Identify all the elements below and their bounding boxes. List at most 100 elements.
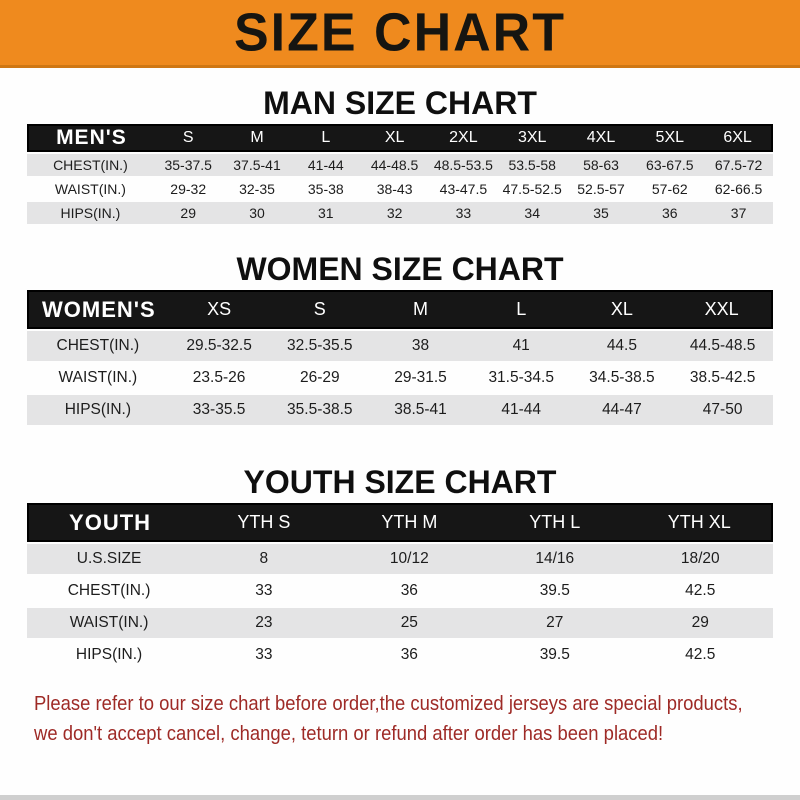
size-value-cell: 32 [360, 202, 429, 224]
size-value-cell: 44-48.5 [360, 154, 429, 176]
size-value-cell: 10/12 [336, 544, 483, 574]
size-column-header: XXL [672, 290, 773, 329]
size-column-header: YTH XL [627, 503, 773, 542]
size-column-header: YTH M [336, 503, 483, 542]
size-value-cell: 33 [429, 202, 498, 224]
size-column-header: YTH L [482, 503, 628, 542]
measurement-row: HIPS(IN.) 33 36 39.5 42.5 [27, 640, 773, 670]
row-label: CHEST(IN.) [27, 331, 169, 361]
size-value-cell: 37.5-41 [222, 154, 292, 176]
measurement-row: CHEST(IN.) 29.5-32.5 32.5-35.5 38 41 44.5 44.5… [27, 331, 773, 361]
youth-section-heading: YOUTH SIZE CHART [243, 464, 557, 500]
measurement-row: WAIST(IN.) 23.5-26 26-29 29-31.5 31.5-34.5 34… [27, 363, 773, 393]
bottom-edge-strip [0, 795, 800, 800]
size-value-cell: 37 [704, 202, 773, 224]
size-value-cell: 63-67.5 [635, 154, 705, 176]
row-label: CHEST(IN.) [27, 154, 154, 176]
size-value-cell: 62-66.5 [714, 181, 763, 197]
row-label: WAIST(IN.) [58, 369, 138, 386]
banner-title: SIZE CHART [234, 2, 566, 63]
size-column-header: XL [360, 124, 429, 152]
table-title-cell: YOUTH [27, 503, 192, 542]
table-title-cell: WOMEN'S [27, 290, 169, 329]
size-value-cell: 67.5-72 [704, 154, 773, 176]
man-section-heading: MAN SIZE CHART [263, 85, 537, 121]
size-value-cell: 25 [336, 608, 483, 638]
size-value-cell: 41 [470, 331, 572, 361]
size-value-cell: 27 [482, 608, 628, 638]
size-value-cell: 29.5-32.5 [168, 331, 270, 361]
row-label: U.S.SIZE [27, 544, 192, 574]
size-value-cell: 36 [400, 582, 418, 599]
size-table-header-row: WOMEN'S XS S M L XL XXL [27, 290, 773, 329]
row-label: HIPS(IN.) [75, 646, 143, 663]
size-value-cell: 34 [497, 202, 567, 224]
size-column-header: M [370, 290, 471, 329]
size-value-cell: 58-63 [566, 154, 636, 176]
size-value-cell: 47.5-52.5 [502, 181, 562, 197]
size-value-cell: 29-31.5 [394, 369, 447, 386]
size-value-cell: 35 [566, 202, 636, 224]
measurement-row: CHEST(IN.) 35-37.5 37.5-41 41-44 44-48.5 48.5… [27, 154, 773, 176]
size-column-header: L [470, 290, 572, 329]
table-title-cell: MEN'S [27, 124, 154, 152]
row-label: CHEST(IN.) [67, 582, 151, 599]
women-section-heading: WOMEN SIZE CHART [236, 251, 564, 287]
size-column-header: XS [168, 290, 270, 329]
size-value-cell: 18/20 [627, 544, 773, 574]
size-column-header: 6XL [704, 124, 773, 152]
size-value-cell: 52.5-57 [577, 181, 625, 197]
size-value-cell: 47-50 [672, 395, 773, 425]
size-column-header: L [291, 124, 361, 152]
measurement-row: WAIST(IN.) 23 25 27 29 [27, 608, 773, 638]
measurement-row: HIPS(IN.) 33-35.5 35.5-38.5 38.5-41 41-44 44-… [27, 395, 773, 425]
measurement-row: WAIST(IN.) 29-32 32-35 35-38 38-43 43-47.5 47.… [27, 178, 773, 200]
size-value-cell: 32.5-35.5 [269, 331, 371, 361]
size-value-cell: 34.5-38.5 [589, 369, 655, 386]
size-value-cell: 48.5-53.5 [429, 154, 498, 176]
measurement-row: U.S.SIZE 8 10/12 14/16 18/20 [27, 544, 773, 574]
row-label: HIPS(IN.) [27, 202, 154, 224]
size-column-header: YTH S [191, 503, 337, 542]
size-value-cell: 43-47.5 [439, 181, 488, 197]
size-column-header: XL [571, 290, 673, 329]
size-value-cell: 36 [635, 202, 705, 224]
measurement-row: CHEST(IN.) 33 36 39.5 42.5 [27, 576, 773, 606]
youth-size-table: YOUTH YTH S YTH M YTH L YTH XL U.S.SIZE 8 10/12… [27, 501, 773, 672]
size-value-cell: 31 [291, 202, 361, 224]
size-table-header-row: MEN'S S M L XL 2XL 3XL 4XL 5XL 6XL [27, 124, 773, 152]
size-column-header: 4XL [566, 124, 636, 152]
footer-notice: Please refer to our size chart before or… [34, 689, 743, 749]
women-size-table: WOMEN'S XS S M L XL XXL CHEST(IN.) 29.5-32.5 32.5… [27, 288, 773, 427]
size-value-cell: 38 [370, 331, 471, 361]
size-column-header: 5XL [635, 124, 705, 152]
size-value-cell: 8 [191, 544, 337, 574]
row-label: WAIST(IN.) [54, 181, 126, 197]
size-value-cell: 32-35 [239, 181, 275, 197]
size-value-cell: 36 [400, 646, 418, 663]
size-value-cell: 38.5-41 [370, 395, 471, 425]
size-value-cell: 33-35.5 [168, 395, 270, 425]
size-value-cell: 26-29 [299, 369, 340, 386]
size-column-header: M [222, 124, 292, 152]
size-value-cell: 42.5 [685, 582, 716, 599]
size-value-cell: 38.5-42.5 [689, 369, 756, 386]
size-value-cell: 14/16 [482, 544, 628, 574]
size-value-cell: 57-62 [651, 181, 688, 197]
size-value-cell: 31.5-34.5 [488, 369, 554, 386]
measurement-row: HIPS(IN.) 29 30 31 32 33 34 35 36 37 [27, 202, 773, 224]
size-value-cell: 23 [191, 608, 337, 638]
size-value-cell: 35.5-38.5 [269, 395, 371, 425]
size-value-cell: 39.5 [539, 646, 570, 663]
size-value-cell: 41-44 [291, 154, 361, 176]
size-column-header: S [153, 124, 223, 152]
size-value-cell: 29 [627, 608, 773, 638]
size-value-cell: 44-47 [571, 395, 673, 425]
size-value-cell: 33 [255, 646, 273, 663]
size-table-header-row: YOUTH YTH S YTH M YTH L YTH XL [27, 503, 773, 542]
footer-line-2: we don't accept cancel, change, teturn o… [34, 722, 664, 745]
size-value-cell: 44.5 [571, 331, 673, 361]
size-value-cell: 35-37.5 [153, 154, 223, 176]
size-value-cell: 29-32 [170, 181, 207, 197]
